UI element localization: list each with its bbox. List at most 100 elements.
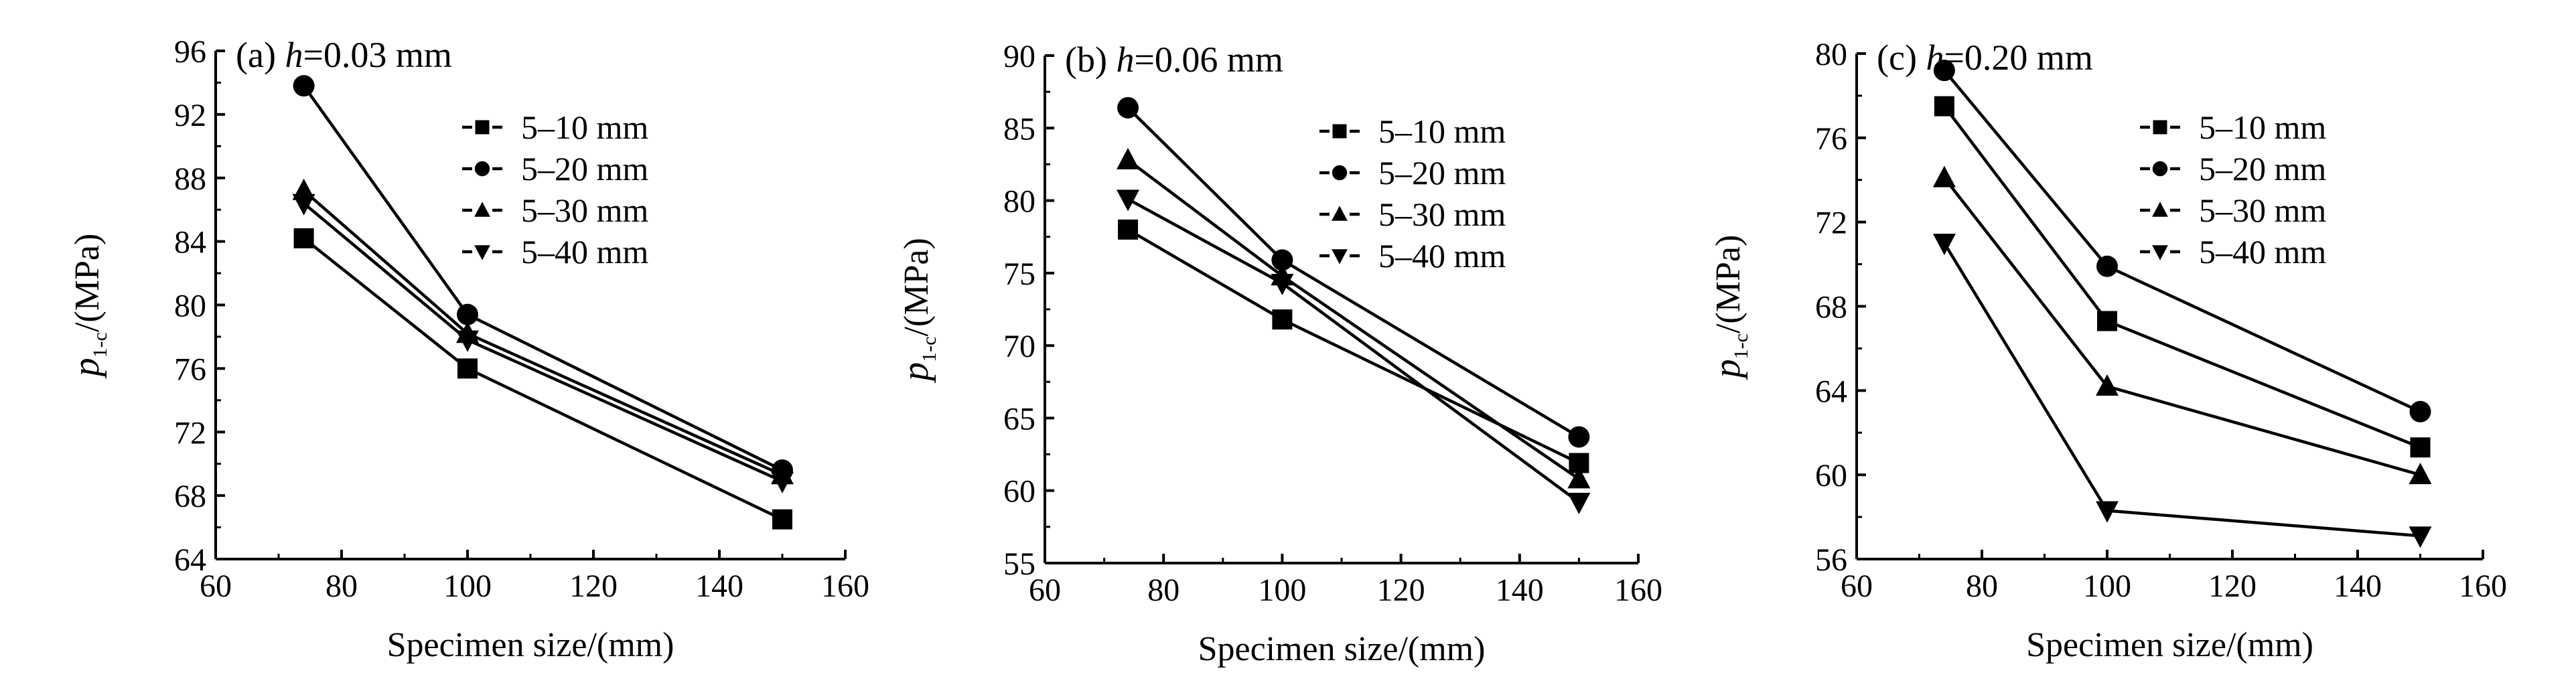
y-tick-label: 64 bbox=[1815, 374, 1847, 409]
x-axis-title: Specimen size/(mm) bbox=[387, 626, 674, 664]
y-tick-label: 96 bbox=[174, 34, 206, 70]
x-tick-label: 140 bbox=[1496, 572, 1544, 608]
legend-label: 5–40 mm bbox=[521, 233, 648, 270]
square-marker-icon bbox=[475, 120, 490, 135]
panel-title-prefix: (c) bbox=[1877, 37, 1926, 78]
y-tick-label: 80 bbox=[1815, 37, 1847, 72]
legend-item: 5–10 mm bbox=[1319, 112, 1506, 150]
data-point bbox=[293, 228, 314, 248]
legend-marker bbox=[474, 202, 490, 217]
series-1 bbox=[1934, 96, 2431, 458]
x-axis-title: Specimen size/(mm) bbox=[2026, 626, 2313, 664]
y-tick-label: 88 bbox=[174, 161, 206, 197]
legend-item: 5–20 mm bbox=[462, 150, 648, 187]
y-axis-title-symbol: p bbox=[1707, 359, 1748, 380]
x-tick-label: 120 bbox=[569, 568, 618, 604]
legend-label: 5–20 mm bbox=[1378, 154, 1506, 191]
legend-marker bbox=[475, 120, 490, 135]
legend-label: 5–40 mm bbox=[2199, 233, 2326, 270]
x-tick-label: 160 bbox=[821, 568, 869, 604]
x-tick-label: 140 bbox=[695, 568, 743, 604]
series-1 bbox=[1118, 219, 1589, 473]
x-tick-label: 120 bbox=[1377, 572, 1425, 608]
x-axis-title: Specimen size/(mm) bbox=[1198, 630, 1486, 668]
legend-item: 5–20 mm bbox=[2140, 150, 2326, 187]
legend-marker bbox=[474, 245, 490, 260]
panel-title-prefix: (b) bbox=[1065, 40, 1116, 80]
x-tick-label: 60 bbox=[1029, 572, 1061, 608]
legend-marker bbox=[2152, 245, 2168, 260]
series-3 bbox=[1932, 165, 2432, 485]
data-point bbox=[2409, 400, 2431, 422]
y-axis-title: p1-c/(MPa) bbox=[895, 238, 940, 384]
y-tick-label: 72 bbox=[1815, 206, 1847, 241]
data-point bbox=[772, 509, 792, 530]
legend-marker bbox=[1332, 124, 1347, 139]
data-point bbox=[457, 358, 478, 379]
series-line bbox=[1127, 106, 1580, 439]
data-point bbox=[456, 330, 479, 352]
legend: 5–10 mm 5–20 mm 5–30 mm 5–40 mm bbox=[462, 108, 648, 270]
series-1 bbox=[293, 228, 792, 530]
legend-label: 5–10 mm bbox=[521, 108, 648, 146]
data-point bbox=[1933, 60, 1955, 82]
legend-item: 5–40 mm bbox=[462, 233, 648, 270]
data-point bbox=[293, 75, 315, 97]
data-point bbox=[1568, 426, 1590, 448]
y-tick-label: 60 bbox=[1003, 474, 1035, 510]
data-point bbox=[1271, 274, 1294, 296]
data-point bbox=[2409, 526, 2432, 548]
legend-item: 5–30 mm bbox=[2140, 191, 2326, 229]
legend-label: 5–30 mm bbox=[1378, 196, 1506, 233]
x-tick-label: 60 bbox=[200, 568, 232, 604]
triangle-up-marker-icon bbox=[474, 202, 490, 217]
y-tick-label: 90 bbox=[1003, 39, 1035, 74]
y-tick-label: 80 bbox=[1003, 184, 1035, 220]
triangle-up-marker-icon bbox=[2152, 202, 2168, 217]
data-point bbox=[1117, 189, 1140, 212]
legend-marker bbox=[2152, 161, 2168, 177]
legend-marker bbox=[1332, 206, 1348, 221]
legend-item: 5–10 mm bbox=[2140, 108, 2326, 146]
series-line bbox=[1942, 242, 2421, 538]
legend-label: 5–10 mm bbox=[2199, 108, 2326, 146]
y-axis-title: p1-c/(MPa) bbox=[1707, 235, 1752, 381]
legend: 5–10 mm 5–20 mm 5–30 mm 5–40 mm bbox=[1319, 112, 1506, 275]
x-tick-label: 80 bbox=[1147, 572, 1179, 608]
y-tick-label: 84 bbox=[174, 225, 206, 260]
circle-marker-icon bbox=[2152, 161, 2168, 177]
panel-title-prefix: (a) bbox=[236, 35, 285, 75]
y-tick-label: 60 bbox=[1815, 458, 1847, 493]
y-tick-label: 70 bbox=[1003, 329, 1035, 364]
x-tick-label: 100 bbox=[2083, 568, 2131, 604]
triangle-up-marker-icon bbox=[1332, 206, 1348, 221]
data-point bbox=[2096, 501, 2119, 523]
legend-marker bbox=[2153, 120, 2167, 135]
y-tick-label: 55 bbox=[1003, 546, 1035, 582]
legend-label: 5–30 mm bbox=[521, 191, 648, 229]
square-marker-icon bbox=[1332, 124, 1347, 139]
data-point bbox=[1117, 96, 1139, 119]
data-point bbox=[1567, 493, 1591, 515]
legend-item: 5–30 mm bbox=[462, 191, 648, 229]
y-tick-label: 65 bbox=[1003, 401, 1035, 437]
y-tick-label: 64 bbox=[174, 542, 206, 578]
y-axis-title-unit: /(MPa) bbox=[68, 234, 106, 332]
y-tick-label: 56 bbox=[1815, 542, 1847, 578]
x-tick-label: 140 bbox=[2334, 568, 2382, 604]
series-2 bbox=[1933, 60, 2431, 422]
data-point bbox=[2096, 255, 2118, 277]
legend-label: 5–30 mm bbox=[2199, 191, 2326, 229]
x-tick-label: 100 bbox=[1258, 572, 1306, 608]
panel-title-value: =0.03 mm bbox=[303, 35, 451, 75]
panel-title-value: =0.20 mm bbox=[1944, 37, 2092, 78]
y-tick-label: 68 bbox=[174, 479, 206, 514]
series-line bbox=[1943, 177, 2421, 477]
series-line bbox=[1127, 159, 1580, 481]
legend-marker bbox=[2152, 202, 2168, 217]
legend-item: 5–20 mm bbox=[1319, 154, 1506, 191]
data-point bbox=[1271, 249, 1293, 271]
